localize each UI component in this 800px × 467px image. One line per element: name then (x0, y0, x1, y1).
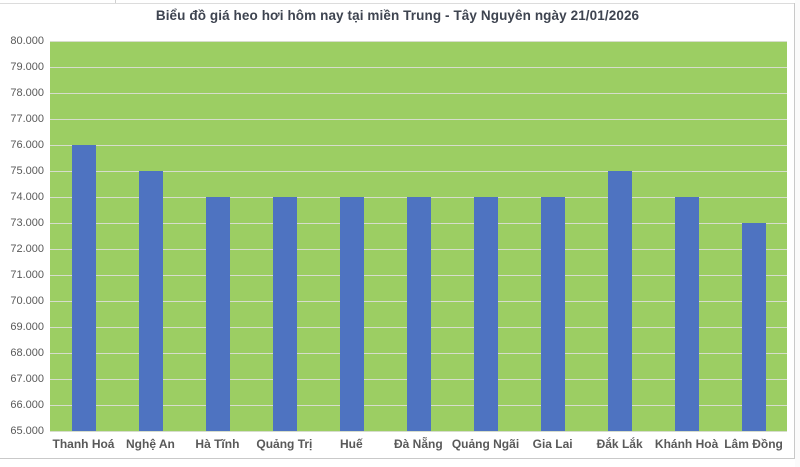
chart-frame-border-right (794, 3, 795, 459)
x-label-10: Khánh Hoà (654, 437, 719, 451)
bar-4 (272, 197, 297, 431)
y-tick-label: 72.000 (10, 243, 44, 255)
bar-5 (339, 197, 364, 431)
bar-10 (674, 197, 699, 431)
bar-6 (406, 197, 431, 431)
gridline (50, 119, 787, 120)
chart-frame-border-bottom (0, 458, 795, 459)
bar-7 (473, 197, 498, 431)
gridline (50, 171, 787, 172)
y-tick-label: 76.000 (10, 139, 44, 151)
cell-border-line (115, 0, 116, 3)
bar-9 (607, 171, 632, 431)
x-label-7: Quảng Ngãi (451, 437, 520, 451)
gridline (50, 93, 787, 94)
x-label-2: Nghệ An (126, 437, 175, 451)
chart-title: Biểu đồ giá heo hơi hôm nay tại miền Tru… (155, 8, 640, 23)
gridline (50, 431, 787, 432)
bar-2 (138, 171, 163, 431)
spreadsheet-top-strip (0, 0, 800, 3)
bar-8 (540, 197, 565, 431)
y-tick-label: 70.000 (10, 295, 44, 307)
gridline (50, 145, 787, 146)
x-label-6: Đà Nẵng (393, 437, 443, 451)
y-tick-label: 65.000 (10, 425, 44, 437)
x-label-5: Huế (340, 437, 363, 451)
y-tick-label: 67.000 (10, 373, 44, 385)
y-tick-label: 78.000 (10, 87, 44, 99)
y-tick-label: 77.000 (10, 113, 44, 125)
bar-3 (205, 197, 230, 431)
x-label-3: Hà Tĩnh (195, 437, 240, 451)
x-label-1: Thanh Hoá (52, 437, 115, 451)
spreadsheet-right-strip (795, 0, 800, 467)
chart-frame-border-top (0, 3, 795, 4)
x-label-9: Đắk Lắk (596, 437, 643, 451)
y-tick-label: 80.000 (10, 35, 44, 47)
plot-area (50, 41, 787, 432)
bar-11 (741, 223, 766, 431)
y-axis: 80.000 79.000 78.000 77.000 76.000 75.000 74.0… (0, 0, 44, 467)
y-tick-label: 68.000 (10, 347, 44, 359)
y-tick-label: 75.000 (10, 165, 44, 177)
x-label-4: Quảng Trị (256, 437, 313, 451)
bar-1 (71, 145, 96, 431)
gridline (50, 41, 787, 42)
y-tick-label: 66.000 (10, 399, 44, 411)
y-tick-label: 73.000 (10, 217, 44, 229)
x-label-11: Lâm Đồng (724, 437, 783, 451)
y-tick-label: 74.000 (10, 191, 44, 203)
y-tick-label: 71.000 (10, 269, 44, 281)
spreadsheet-bottom-strip (0, 459, 795, 467)
y-tick-label: 79.000 (10, 61, 44, 73)
gridline (50, 67, 787, 68)
x-label-8: Gia Lai (532, 437, 573, 451)
x-axis: Thanh Hoá Nghệ An Hà Tĩnh Quảng Trị Huế Đà Nẵ… (50, 436, 787, 454)
y-tick-label: 69.000 (10, 321, 44, 333)
